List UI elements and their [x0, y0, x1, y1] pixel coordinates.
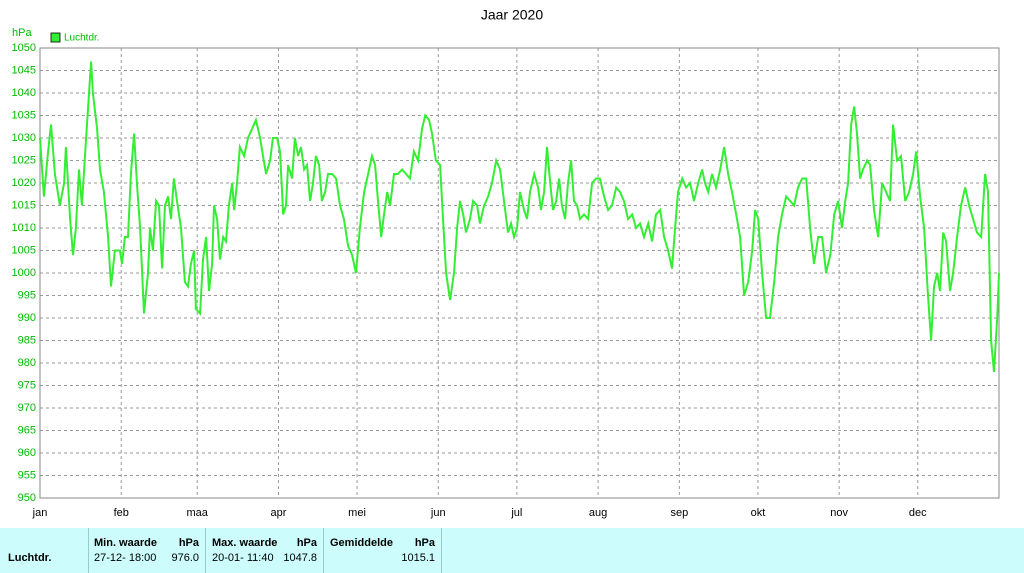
x-tick-label: nov — [830, 507, 848, 519]
value: 976.0 — [171, 552, 199, 564]
legend-swatch — [50, 32, 61, 43]
row-header: Luchtdr. — [8, 552, 52, 564]
series-line — [39, 61, 1000, 373]
y-tick-label: 1020 — [12, 177, 36, 189]
legend-label: Luchtdr. — [64, 33, 100, 44]
time: 27-12- 18:00 — [94, 552, 157, 564]
avg-cell: Gemiddelde hPa 1015.1 — [324, 528, 442, 573]
y-tick-label: 1000 — [12, 267, 36, 279]
header: Min. waarde — [94, 537, 157, 549]
y-tick-label: 1030 — [12, 132, 36, 144]
value: 1015.1 — [401, 552, 435, 564]
summary-table: Luchtdr. Min. waarde hPa 27-12- 18:00 97… — [0, 528, 1024, 573]
x-tick-label: aug — [589, 507, 607, 519]
x-tick-label: jul — [510, 507, 522, 519]
chart: Jaar 2020 hPa 950 955 960 965 970 975 980 985 99… — [12, 7, 1000, 519]
x-tick-label: dec — [909, 507, 927, 519]
y-tick-label: 1045 — [12, 64, 36, 76]
x-tick-label: feb — [114, 507, 129, 519]
y-tick-label: 1015 — [12, 199, 36, 211]
y-tick-label: 1025 — [12, 154, 36, 166]
y-tick-label: 1010 — [12, 222, 36, 234]
unit: hPa — [296, 537, 317, 549]
y-tick-label: 1050 — [12, 42, 36, 54]
y-tick-label: 965 — [18, 424, 36, 436]
max-cell: Max. waarde hPa 20-01- 11:40 1047.8 — [206, 528, 324, 573]
y-tick-label: 975 — [18, 379, 36, 391]
x-tick-label: mei — [348, 507, 366, 519]
y-tick-label: 990 — [18, 312, 36, 324]
min-cell: Min. waarde hPa 27-12- 18:00 976.0 — [89, 528, 206, 573]
y-tick-label: 960 — [18, 447, 36, 459]
unit: hPa — [414, 537, 435, 549]
y-tick-label: 995 — [18, 289, 36, 301]
unit: hPa — [178, 537, 199, 549]
y-tick-label: 985 — [18, 334, 36, 346]
y-tick-label: 980 — [18, 357, 36, 369]
x-tick-label: sep — [670, 507, 688, 519]
chart-title: Jaar 2020 — [481, 7, 543, 23]
x-tick-label: maa — [187, 507, 209, 519]
row-header-cell: Luchtdr. — [0, 528, 89, 573]
time: 20-01- 11:40 — [212, 552, 274, 564]
y-tick-label: 970 — [18, 402, 36, 414]
x-tick-label: okt — [751, 507, 766, 519]
value: 1047.8 — [283, 552, 317, 564]
header: Gemiddelde — [330, 537, 393, 549]
y-axis-label: hPa — [12, 27, 32, 39]
x-tick-label: jan — [32, 507, 48, 519]
y-tick-label: 1035 — [12, 109, 36, 121]
header: Max. waarde — [212, 537, 278, 549]
x-tick-label: apr — [270, 507, 286, 519]
x-tick-label: jun — [430, 507, 446, 519]
y-tick-label: 950 — [18, 492, 36, 504]
y-tick-label: 1040 — [12, 87, 36, 99]
y-tick-label: 1005 — [12, 244, 36, 256]
y-tick-label: 955 — [18, 469, 36, 481]
